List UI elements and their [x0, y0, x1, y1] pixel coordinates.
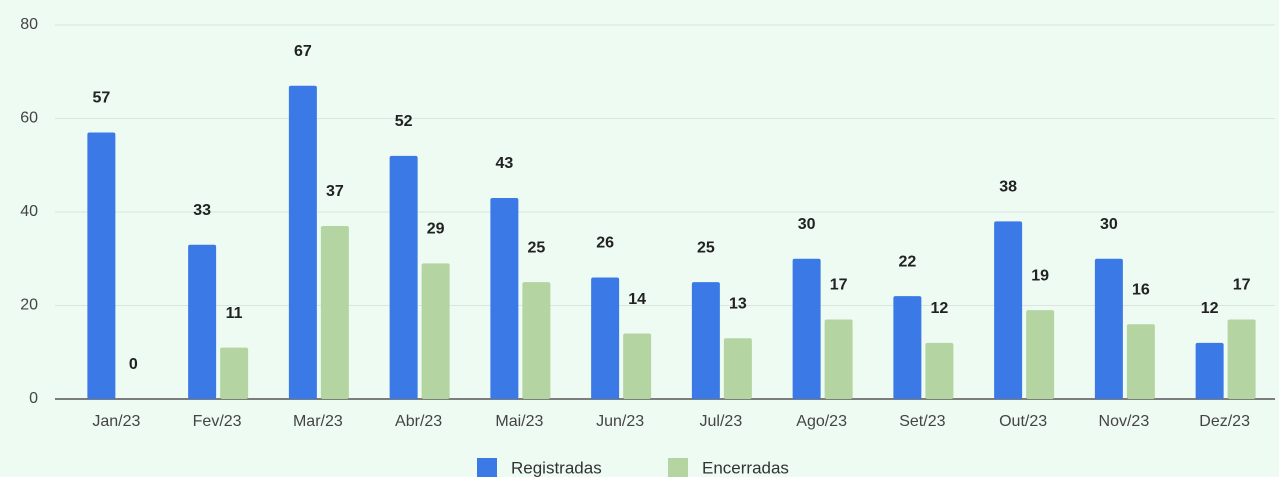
value-label: 29 — [427, 221, 445, 238]
bar — [522, 282, 551, 399]
bar — [389, 155, 418, 399]
value-label: 25 — [527, 239, 545, 256]
legend-swatch — [668, 458, 688, 477]
bar — [925, 342, 954, 399]
bar — [893, 296, 922, 399]
x-tick-label: Dez/23 — [1199, 413, 1250, 430]
bar — [824, 319, 853, 399]
x-tick-label: Mar/23 — [293, 413, 343, 430]
bar — [1094, 258, 1123, 399]
y-tick-label: 20 — [20, 297, 38, 314]
value-label: 13 — [729, 295, 747, 312]
value-label: 16 — [1132, 281, 1150, 298]
x-tick-label: Jul/23 — [700, 413, 743, 430]
legend-swatch — [477, 458, 497, 477]
value-label: 0 — [129, 356, 138, 373]
x-tick-label: Ago/23 — [796, 413, 847, 430]
value-label: 38 — [999, 179, 1017, 196]
value-label: 12 — [930, 300, 948, 317]
bar — [591, 277, 620, 399]
bar — [723, 338, 752, 399]
value-label: 67 — [294, 43, 312, 60]
x-tick-label: Out/23 — [999, 413, 1047, 430]
x-tick-label: Jan/23 — [92, 413, 140, 430]
value-label: 19 — [1031, 267, 1049, 284]
value-label: 17 — [830, 277, 848, 294]
y-tick-label: 60 — [20, 110, 38, 127]
x-tick-label: Set/23 — [899, 413, 945, 430]
value-label: 26 — [596, 235, 614, 252]
value-label: 14 — [628, 291, 646, 308]
legend-label: Encerradas — [702, 458, 789, 477]
bar — [288, 85, 317, 400]
x-tick-label: Mai/23 — [495, 413, 543, 430]
value-label: 30 — [1100, 216, 1118, 233]
value-label: 37 — [326, 183, 344, 200]
value-label: 30 — [798, 216, 816, 233]
bar — [1227, 319, 1256, 399]
bar — [320, 226, 349, 399]
bar — [1126, 324, 1155, 399]
bar — [792, 258, 821, 399]
value-label: 12 — [1201, 300, 1219, 317]
bar — [421, 263, 450, 399]
x-tick-label: Nov/23 — [1099, 413, 1150, 430]
y-tick-label: 0 — [29, 390, 38, 407]
x-tick-label: Jun/23 — [596, 413, 644, 430]
bar — [994, 221, 1023, 399]
y-tick-label: 80 — [20, 16, 38, 33]
bar — [623, 333, 652, 399]
value-label: 43 — [495, 155, 513, 172]
bar — [691, 282, 720, 399]
value-label: 33 — [193, 202, 211, 219]
bar — [1026, 310, 1055, 399]
y-tick-label: 40 — [20, 203, 38, 220]
value-label: 22 — [898, 253, 916, 270]
x-tick-label: Fev/23 — [193, 413, 242, 430]
bar — [220, 347, 249, 399]
legend-label: Registradas — [511, 458, 602, 477]
value-label: 17 — [1233, 277, 1251, 294]
value-label: 25 — [697, 239, 715, 256]
value-label: 57 — [92, 90, 110, 107]
bar — [490, 197, 519, 399]
value-label: 11 — [226, 305, 243, 322]
bar — [1195, 342, 1224, 399]
value-label: 52 — [395, 113, 413, 130]
x-tick-label: Abr/23 — [395, 413, 442, 430]
bar — [87, 132, 116, 399]
bar — [188, 244, 217, 399]
